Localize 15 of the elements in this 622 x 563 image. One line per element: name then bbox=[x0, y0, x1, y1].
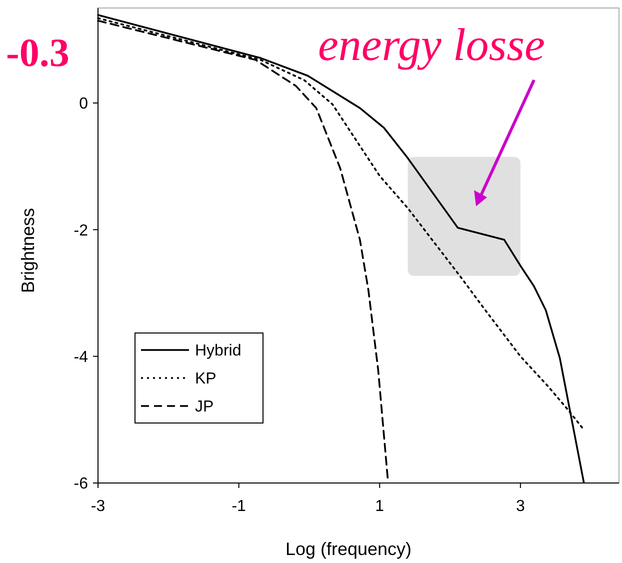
legend-label: Hybrid bbox=[195, 342, 242, 360]
y-tick-label: -4 bbox=[74, 348, 88, 366]
x-tick-label: 1 bbox=[375, 498, 384, 515]
y-tick-label: -2 bbox=[74, 222, 88, 240]
y-axis-title: Brightness bbox=[18, 208, 38, 294]
legend-label: KP bbox=[195, 370, 216, 388]
x-axis-title: Log (frequency) bbox=[285, 539, 412, 559]
x-tick-label: 3 bbox=[516, 498, 525, 515]
annotation: energy losse bbox=[318, 19, 545, 70]
y-tick-label: -6 bbox=[74, 476, 88, 493]
legend-label: JP bbox=[195, 398, 214, 416]
text: -0.3 bbox=[6, 30, 70, 75]
y-tick-label: 0 bbox=[79, 96, 88, 113]
x-tick-label: -1 bbox=[232, 498, 246, 515]
x-tick-label: -3 bbox=[90, 498, 106, 515]
